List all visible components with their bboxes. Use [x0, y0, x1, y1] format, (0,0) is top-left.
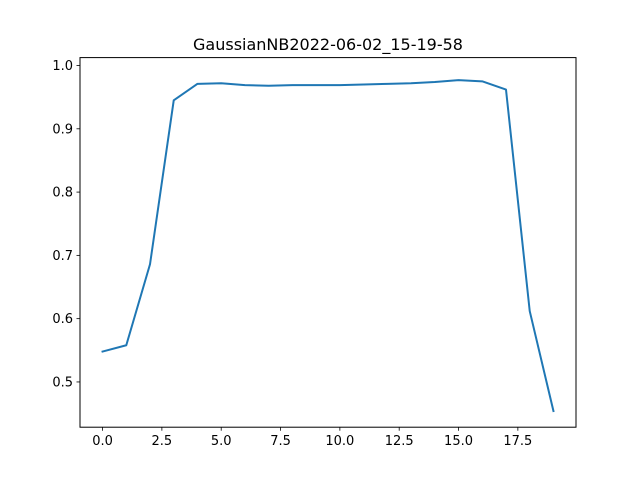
data-point: [339, 84, 341, 86]
x-tick-label: 10.0: [325, 434, 354, 449]
y-tick-label: 1.0: [52, 59, 73, 74]
y-axis-ticks: 0.5 0.6 0.7 0.8 0.9 1.0: [52, 59, 80, 390]
x-tick-label: 0.0: [92, 434, 113, 449]
data-point: [529, 310, 531, 312]
data-point: [434, 81, 436, 83]
data-point: [505, 88, 507, 90]
plot-frame: [79, 57, 577, 428]
data-point: [267, 85, 269, 87]
data-point: [149, 263, 151, 265]
data-point: [196, 83, 198, 85]
data-point: [315, 84, 317, 86]
y-tick-label: 0.6: [52, 312, 73, 327]
x-tick-label: 5.0: [211, 434, 232, 449]
series-layer: [101, 79, 555, 413]
x-tick-label: 17.5: [503, 434, 532, 449]
data-point: [220, 82, 222, 84]
data-point: [173, 99, 175, 101]
x-tick-label: 15.0: [444, 434, 473, 449]
chart-title: GaussianNB2022-06-02_15-19-58: [193, 35, 463, 55]
x-tick-label: 2.5: [152, 434, 173, 449]
x-axis-ticks: 0.0 2.5 5.0 7.5 10.0 12.5 15.0 17.5: [92, 427, 532, 449]
data-point: [291, 84, 293, 86]
data-point: [410, 82, 412, 84]
data-point: [552, 410, 554, 412]
y-tick-label: 0.9: [52, 122, 73, 137]
x-tick-label: 12.5: [385, 434, 414, 449]
data-point: [386, 83, 388, 85]
y-tick-label: 0.8: [52, 186, 73, 201]
data-point: [101, 350, 103, 352]
data-point: [457, 79, 459, 81]
data-point: [481, 80, 483, 82]
data-point: [244, 84, 246, 86]
y-tick-label: 0.5: [52, 375, 73, 390]
x-tick-label: 7.5: [270, 434, 291, 449]
y-tick-label: 0.7: [52, 249, 73, 264]
series-line: [101, 79, 555, 413]
data-point: [125, 344, 127, 346]
data-point: [362, 83, 364, 85]
